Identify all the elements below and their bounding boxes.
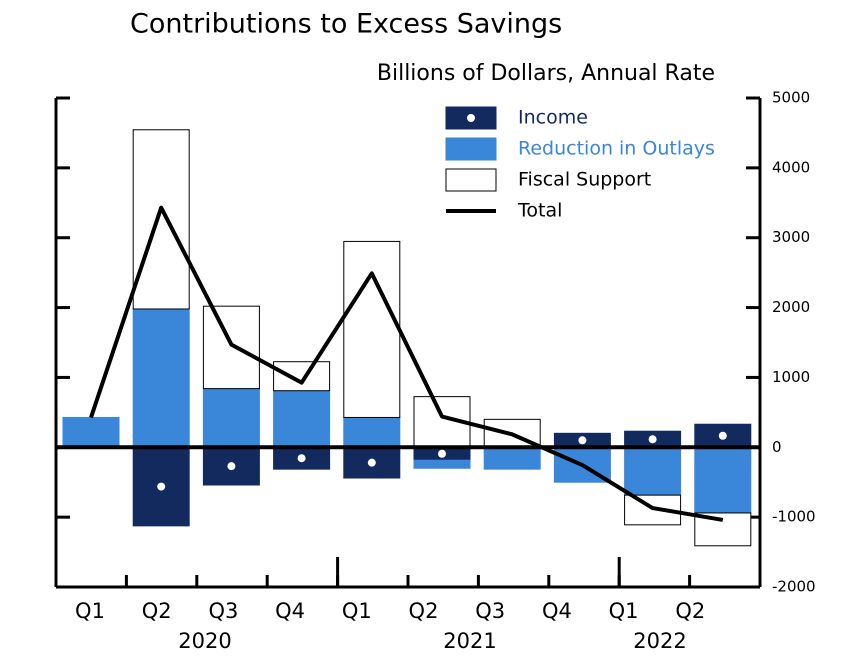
bar [483,446,541,470]
bar [202,305,260,390]
total-line [89,205,724,522]
bar [343,240,401,418]
income-dot [718,431,727,440]
income-dot [648,435,657,444]
x-tick-label: Q2 [142,599,172,623]
income-dot [297,454,306,463]
bar [273,361,331,392]
x-tick-label: Q2 [409,599,439,623]
x-tick-label: Q4 [542,599,572,623]
year-label: 2020 [178,629,231,653]
x-tick-label: Q1 [75,599,105,623]
y-tick-label: 1000 [772,368,810,386]
y-tick-label: 0 [772,438,782,456]
x-tick-label: Q1 [609,599,639,623]
legend-dot [467,114,475,122]
legend-label: Total [517,200,562,222]
income-dot [578,436,587,445]
x-tick-label: Q1 [342,599,372,623]
x-tick-label: Q4 [275,599,305,623]
x-tick-label: Q3 [208,599,238,623]
y-tick-label: -2000 [772,578,816,596]
income-dot [157,482,166,491]
legend-swatch [445,137,497,161]
bar [273,390,331,448]
income-dot [438,449,446,458]
bar [343,416,401,448]
income-dot [227,462,236,471]
bar [202,388,260,448]
y-tick-label: -1000 [772,508,816,526]
income-dot [367,458,376,467]
bar [413,459,471,469]
year-label: 2021 [443,629,496,653]
y-tick-label: 4000 [772,158,810,176]
y-tick-label: 5000 [772,89,810,107]
bar [132,129,190,310]
x-tick-label: Q3 [475,599,505,623]
legend-label: Income [518,107,588,129]
legend-swatch [445,168,497,192]
bar [132,308,190,448]
bar [62,416,120,448]
legend-label: Reduction in Outlays [518,138,715,160]
bar [624,446,682,496]
y-tick-label: 2000 [772,298,810,316]
year-label: 2022 [633,629,686,653]
legend-label: Fiscal Support [518,169,651,191]
chart-subtitle: Billions of Dollars, Annual Rate [377,61,715,86]
chart-title: Contributions to Excess Savings [130,9,562,40]
y-tick-label: 3000 [772,228,810,246]
x-tick-label: Q2 [675,599,705,623]
bar [694,446,752,514]
